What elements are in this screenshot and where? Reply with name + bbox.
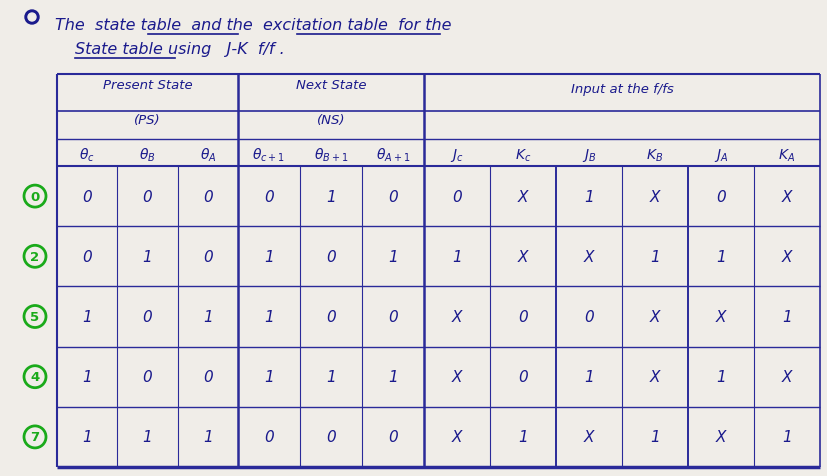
Text: 1: 1 xyxy=(716,249,726,264)
Text: 0: 0 xyxy=(388,189,398,204)
Text: $\mathit{\theta_{A+1}}$: $\mathit{\theta_{A+1}}$ xyxy=(375,147,410,164)
Text: $\mathit{\theta_B}$: $\mathit{\theta_B}$ xyxy=(139,147,155,164)
Text: X: X xyxy=(452,369,462,385)
Text: 1: 1 xyxy=(650,249,660,264)
Text: X: X xyxy=(650,369,660,385)
Text: 1: 1 xyxy=(203,429,213,445)
Text: 0: 0 xyxy=(326,309,336,324)
Text: $\mathit{K_B}$: $\mathit{K_B}$ xyxy=(647,147,663,163)
Text: 1: 1 xyxy=(388,369,398,385)
Text: 0: 0 xyxy=(83,189,92,204)
Text: 0: 0 xyxy=(452,189,461,204)
Text: 0: 0 xyxy=(716,189,726,204)
Text: 1: 1 xyxy=(142,249,152,264)
Text: 1: 1 xyxy=(264,249,274,264)
Text: 1: 1 xyxy=(650,429,660,445)
Text: $\mathit{J_A}$: $\mathit{J_A}$ xyxy=(714,147,729,164)
Text: 0: 0 xyxy=(519,309,528,324)
Text: 0: 0 xyxy=(203,249,213,264)
Text: 0: 0 xyxy=(388,429,398,445)
Text: X: X xyxy=(650,189,660,204)
Text: State table using   J-K  f/f .: State table using J-K f/f . xyxy=(75,42,284,57)
Text: 1: 1 xyxy=(452,249,461,264)
Text: 4: 4 xyxy=(31,370,40,383)
Text: 1: 1 xyxy=(83,369,92,385)
Text: $\mathit{\theta_c}$: $\mathit{\theta_c}$ xyxy=(79,147,95,164)
Text: X: X xyxy=(584,429,595,445)
Text: $\mathit{J_c}$: $\mathit{J_c}$ xyxy=(450,147,464,164)
Text: 0: 0 xyxy=(264,189,274,204)
Text: X: X xyxy=(452,309,462,324)
Text: 0: 0 xyxy=(142,189,152,204)
Text: 1: 1 xyxy=(716,369,726,385)
Text: 0: 0 xyxy=(264,429,274,445)
Circle shape xyxy=(28,14,36,22)
Text: 1: 1 xyxy=(142,429,152,445)
Text: Input at the f/fs: Input at the f/fs xyxy=(571,83,673,96)
Text: X: X xyxy=(782,369,792,385)
Text: 0: 0 xyxy=(203,369,213,385)
Text: X: X xyxy=(782,249,792,264)
Text: $\mathit{K_A}$: $\mathit{K_A}$ xyxy=(778,147,796,163)
Text: 0: 0 xyxy=(584,309,594,324)
Text: 1: 1 xyxy=(782,429,792,445)
Text: 1: 1 xyxy=(264,309,274,324)
Text: 0: 0 xyxy=(519,369,528,385)
Text: $\mathit{J_B}$: $\mathit{J_B}$ xyxy=(581,147,596,164)
Text: 1: 1 xyxy=(584,189,594,204)
Text: (PS): (PS) xyxy=(134,114,160,127)
Text: 1: 1 xyxy=(326,369,336,385)
Circle shape xyxy=(25,11,39,25)
Text: $\mathit{\theta_A}$: $\mathit{\theta_A}$ xyxy=(199,147,216,164)
Text: Present State: Present State xyxy=(103,79,193,92)
Text: X: X xyxy=(715,309,726,324)
Text: 1: 1 xyxy=(519,429,528,445)
Text: Next State: Next State xyxy=(296,79,366,92)
Text: 5: 5 xyxy=(31,310,40,323)
Text: 7: 7 xyxy=(31,430,40,444)
Text: 0: 0 xyxy=(326,429,336,445)
Text: 1: 1 xyxy=(83,309,92,324)
Text: $\mathit{\theta_{B+1}}$: $\mathit{\theta_{B+1}}$ xyxy=(313,147,348,164)
Text: X: X xyxy=(584,249,595,264)
Text: 0: 0 xyxy=(142,369,152,385)
Text: 0: 0 xyxy=(203,189,213,204)
Text: 0: 0 xyxy=(388,309,398,324)
Text: 2: 2 xyxy=(31,250,40,263)
Text: 0: 0 xyxy=(31,190,40,203)
Text: The  state table  and the  excitation table  for the: The state table and the excitation table… xyxy=(55,18,452,33)
Text: $\mathit{K_c}$: $\mathit{K_c}$ xyxy=(515,147,531,163)
Text: 1: 1 xyxy=(83,429,92,445)
Text: 1: 1 xyxy=(326,189,336,204)
Text: 1: 1 xyxy=(388,249,398,264)
Text: (NS): (NS) xyxy=(317,114,345,127)
Text: 1: 1 xyxy=(584,369,594,385)
Text: X: X xyxy=(782,189,792,204)
Text: 1: 1 xyxy=(203,309,213,324)
Text: X: X xyxy=(452,429,462,445)
Text: X: X xyxy=(518,189,528,204)
Text: $\mathit{\theta_{c+1}}$: $\mathit{\theta_{c+1}}$ xyxy=(252,147,285,164)
Text: 1: 1 xyxy=(264,369,274,385)
Text: 1: 1 xyxy=(782,309,792,324)
Text: X: X xyxy=(518,249,528,264)
Text: 0: 0 xyxy=(142,309,152,324)
Text: 0: 0 xyxy=(326,249,336,264)
Text: X: X xyxy=(650,309,660,324)
Text: X: X xyxy=(715,429,726,445)
Text: 0: 0 xyxy=(83,249,92,264)
